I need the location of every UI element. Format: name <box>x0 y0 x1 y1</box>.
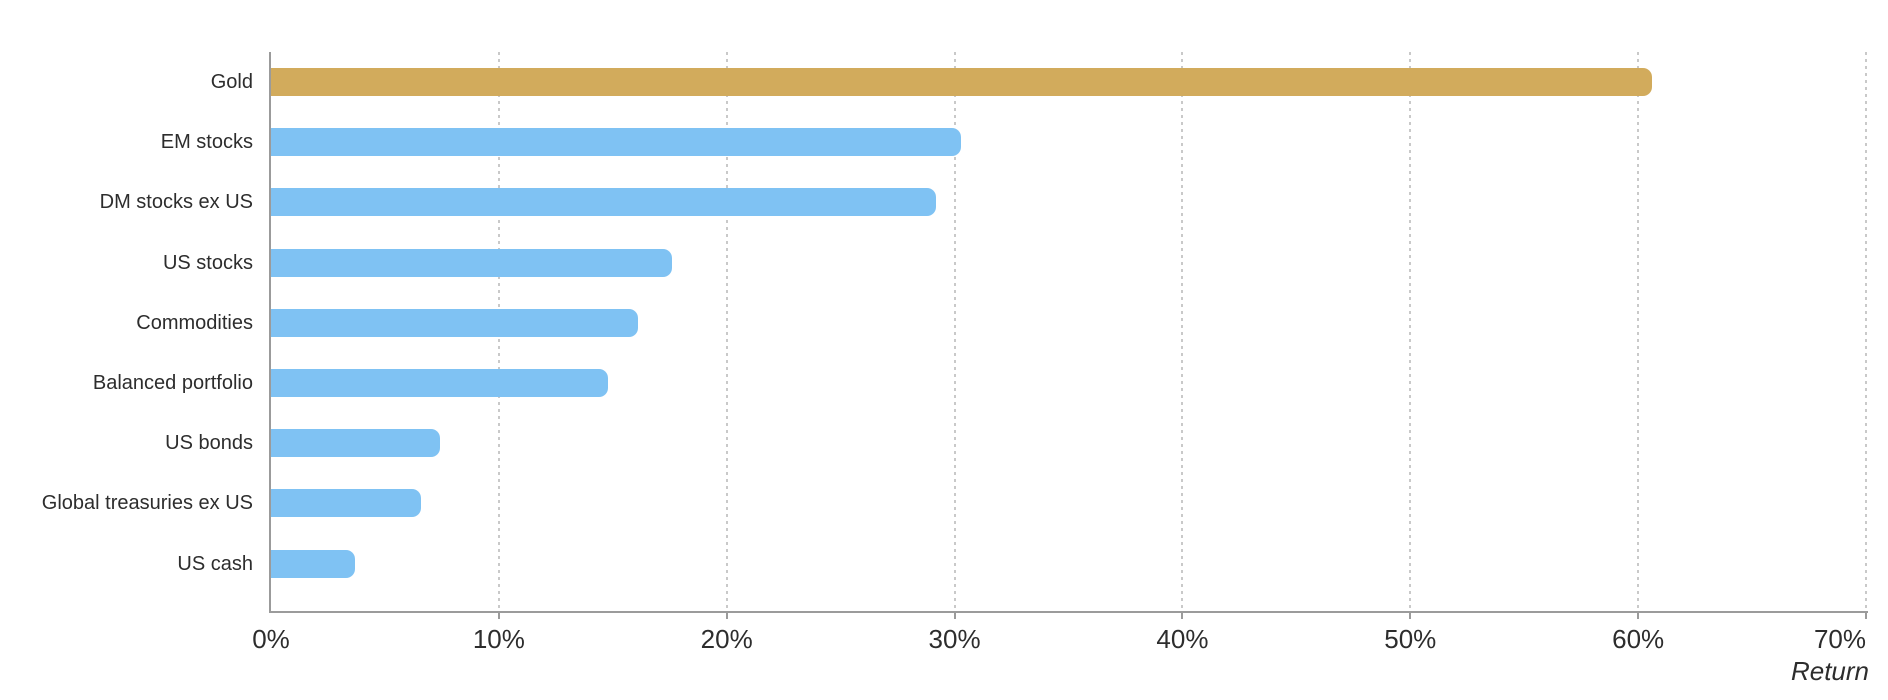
bar-highlight <box>271 68 1652 96</box>
x-tick-mark <box>497 613 500 619</box>
y-axis-label: DM stocks ex US <box>99 191 253 214</box>
x-tick-label: 70% <box>1813 624 1867 654</box>
x-tick-mark <box>1637 613 1640 619</box>
gridline <box>725 52 728 611</box>
y-axis-label: Gold <box>210 71 253 93</box>
y-axis-label: US bonds <box>165 432 253 455</box>
x-tick-label: 10% <box>472 624 525 654</box>
y-axis-label: Balanced portfolio <box>92 372 253 394</box>
bar <box>271 248 673 277</box>
x-tick-mark <box>953 613 956 619</box>
x-tick-mark <box>1865 613 1867 619</box>
bar <box>271 549 356 578</box>
x-tick-label: 50% <box>1384 624 1437 654</box>
x-tick-label: 60% <box>1612 624 1665 654</box>
x-tick-label: 20% <box>700 624 753 654</box>
x-tick-mark <box>725 613 728 619</box>
x-tick-label: 30% <box>928 624 981 654</box>
plot-area <box>269 52 1868 613</box>
y-axis-label: US cash <box>177 552 253 575</box>
bar <box>271 489 422 518</box>
bar <box>271 429 440 458</box>
gridline <box>1409 52 1412 611</box>
y-axis-label: US stocks <box>162 251 253 274</box>
y-axis-label: EM stocks <box>160 131 253 154</box>
gridline <box>1637 52 1640 611</box>
y-axis-label: Global treasuries ex US <box>41 492 253 515</box>
bar <box>271 188 937 217</box>
bar <box>271 128 962 157</box>
gridline <box>953 52 956 611</box>
y-axis-label: Commodities <box>136 311 253 334</box>
gridline <box>1865 52 1867 611</box>
x-tick-label: 0% <box>252 624 290 654</box>
gridline <box>1181 52 1184 611</box>
bar <box>271 308 638 337</box>
x-tick-label: 40% <box>1156 624 1209 654</box>
x-axis-title: Return <box>1790 656 1869 686</box>
x-tick-mark <box>1409 613 1412 619</box>
y-axis-line <box>269 52 271 613</box>
x-axis-line <box>269 611 1868 613</box>
x-tick-mark <box>1181 613 1184 619</box>
bar <box>271 369 609 397</box>
